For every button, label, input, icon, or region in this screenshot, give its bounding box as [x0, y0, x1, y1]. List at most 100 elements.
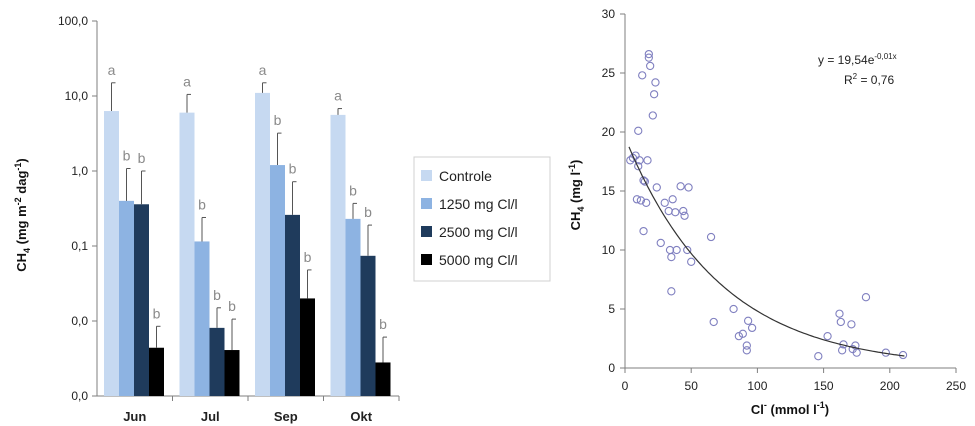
- significance-letter: b: [138, 150, 146, 166]
- bar-1250-mg-cl-l-jul: [194, 241, 210, 396]
- bar-category-label-okt: Okt: [350, 409, 372, 424]
- bar-2500-mg-cl-l-jul: [209, 327, 225, 396]
- scatter-point: [734, 331, 744, 341]
- scatter-trendline: [628, 146, 905, 357]
- scatter-point: [638, 71, 647, 80]
- scatter-point: [643, 156, 652, 165]
- significance-letter: b: [364, 204, 372, 220]
- legend-label-5000: 5000 mg Cl/l: [439, 252, 518, 268]
- bar-ylabel-sup-b: -1: [13, 163, 23, 171]
- significance-letter: b: [379, 316, 387, 332]
- scatter-y-tick-label: 15: [602, 184, 616, 198]
- scatter-point: [648, 111, 657, 120]
- scatter-x-tick-label: 150: [814, 379, 834, 393]
- scatter-point: [651, 78, 660, 87]
- scatter-point: [672, 245, 681, 255]
- significance-letter: b: [213, 287, 221, 303]
- bar-ylabel-unit-b: dag: [14, 171, 29, 198]
- scatter-x-tick-label: 50: [685, 379, 699, 393]
- significance-letter: b: [349, 182, 357, 198]
- legend-item-controle: Controle: [421, 168, 492, 184]
- bar-ylabel-unit-a: (mg m: [14, 205, 29, 248]
- scatter-point: [814, 352, 823, 361]
- scatter-point: [632, 195, 642, 204]
- scatter-point: [644, 53, 653, 62]
- scatter-ylabel-main: CH: [568, 212, 583, 231]
- legend-label-controle: Controle: [439, 168, 492, 184]
- significance-letter: a: [334, 88, 342, 104]
- significance-letter: a: [183, 73, 191, 89]
- significance-letter: b: [228, 298, 236, 314]
- scatter-point: [644, 49, 653, 59]
- bar-5000-mg-cl-l-jul: [224, 350, 240, 396]
- scatter-point: [729, 304, 738, 314]
- significance-letter: b: [304, 249, 312, 265]
- bar-1250-mg-cl-l-jun: [119, 200, 134, 396]
- scatter-point: [687, 257, 696, 266]
- legend-swatch-controle: [421, 170, 432, 181]
- scatter-ylabel-unit-sup: -1: [567, 164, 577, 172]
- scatter-r2-main: R: [844, 73, 853, 87]
- significance-letter: b: [153, 305, 161, 321]
- scatter-point: [646, 61, 655, 71]
- scatter-point: [667, 287, 676, 296]
- bar-5000-mg-cl-l-okt: [375, 362, 391, 396]
- scatter-y-tick-label: 0: [608, 361, 615, 375]
- scatter-y-tick-label: 20: [602, 125, 616, 139]
- scatter-point: [683, 245, 692, 255]
- scatter-point: [742, 341, 751, 350]
- scatter-point: [861, 293, 871, 302]
- bar-5000-mg-cl-l-jun: [149, 347, 164, 396]
- scatter-xlabel-unit-sup: -1: [817, 400, 825, 410]
- scatter-point: [668, 195, 677, 204]
- significance-letter: b: [198, 196, 206, 212]
- bar-category-label-jul: Jul: [201, 409, 220, 424]
- bar-2500-mg-cl-l-jun: [134, 204, 149, 396]
- bar-controle-sep: [255, 92, 270, 397]
- scatter-point: [852, 348, 861, 357]
- bar-1250-mg-cl-l-sep: [270, 165, 285, 396]
- scatter-point: [656, 238, 665, 248]
- scatter-point: [635, 156, 644, 165]
- bar-1250-mg-cl-l-okt: [345, 218, 361, 396]
- scatter-y-tick-label: 30: [602, 7, 616, 21]
- scatter-point: [709, 317, 718, 327]
- scatter-x-axis-title: Cl- (mmol l-1): [751, 400, 829, 417]
- scatter-equation: y = 19,54e-0,01x: [818, 52, 897, 67]
- legend-item-1250: 1250 mg Cl/l: [421, 196, 518, 212]
- scatter-point: [835, 309, 844, 318]
- scatter-point: [680, 211, 689, 220]
- legend: Controle 1250 mg Cl/l 2500 mg Cl/l 5000 …: [413, 156, 551, 282]
- bar-y-axis-title: CH4 (mg m-2 dag-1): [13, 158, 32, 272]
- scatter-point: [667, 252, 676, 262]
- scatter-x-tick-label: 200: [880, 379, 900, 393]
- scatter-xlabel-unit: (mmol l: [767, 402, 817, 417]
- scatter-x-tick-label: 100: [747, 379, 767, 393]
- bar-controle-jun: [104, 111, 119, 396]
- scatter-y-tick-label: 5: [608, 302, 615, 316]
- scatter-point: [847, 320, 856, 329]
- scatter-x-tick-label: 250: [946, 379, 966, 393]
- legend-swatch-5000: [421, 254, 432, 265]
- scatter-point: [642, 198, 651, 207]
- bar-y-tick-label: 100,0: [58, 14, 88, 28]
- bar-5000-mg-cl-l-sep: [300, 298, 315, 396]
- scatter-point: [636, 196, 646, 205]
- significance-letter: b: [289, 161, 297, 177]
- bar-ylabel-main: CH: [14, 253, 29, 272]
- bar-2500-mg-cl-l-okt: [360, 255, 376, 396]
- scatter-xlabel-sup: -: [764, 400, 767, 410]
- bar-y-tick-label: 10,0: [65, 89, 89, 103]
- bar-y-tick-label: 0,0: [71, 389, 88, 403]
- legend-item-5000: 5000 mg Cl/l: [421, 252, 518, 268]
- scatter-point: [706, 232, 716, 242]
- legend-swatch-2500: [421, 226, 432, 237]
- scatter-point: [823, 331, 832, 341]
- scatter-point: [747, 323, 757, 333]
- scatter-xlabel-main: Cl: [751, 402, 764, 417]
- legend-label-2500: 2500 mg Cl/l: [439, 224, 518, 240]
- scatter-ylabel-unit: (mg l: [568, 172, 583, 207]
- scatter-point: [626, 156, 635, 165]
